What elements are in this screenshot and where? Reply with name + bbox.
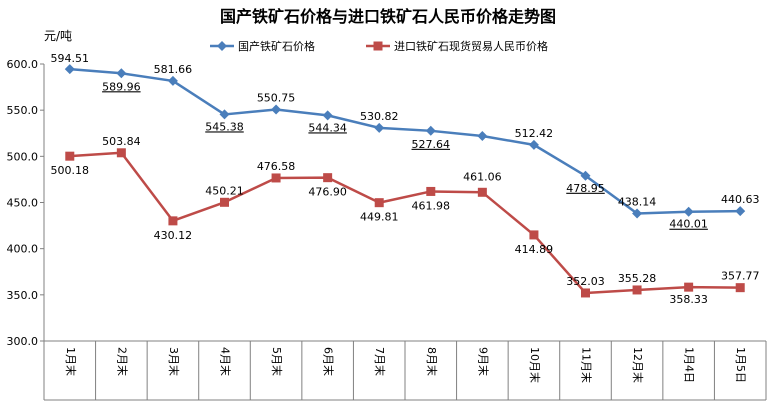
legend-label: 国产铁矿石价格 bbox=[238, 39, 315, 53]
x-tick-label: 1月末 bbox=[64, 347, 78, 376]
data-label: 594.51 bbox=[51, 52, 90, 65]
data-point bbox=[684, 282, 694, 292]
axes: 300.0 350.0 400.0 450.0 500.0 550.0 600.0 1月末 2月… bbox=[7, 58, 767, 401]
y-tick-label: 400.0 bbox=[7, 243, 39, 256]
series-2: 500.18 503.84 430.12 450.21 476.58 476.90 449.… bbox=[51, 135, 760, 306]
series-1: 594.51 589.96 581.66 545.38 550.75 544.34 530.… bbox=[51, 52, 760, 231]
data-point bbox=[65, 151, 75, 161]
data-label: 461.06 bbox=[463, 170, 502, 183]
data-point bbox=[735, 206, 746, 217]
data-label: 589.96 bbox=[102, 80, 141, 93]
data-label: 357.77 bbox=[721, 270, 760, 283]
x-tick-label: 7月末 bbox=[373, 347, 387, 376]
data-point bbox=[374, 198, 384, 208]
y-tick-label: 450.0 bbox=[7, 197, 39, 210]
legend: 国产铁矿石价格 进口铁矿石现货贸易人民币价格 bbox=[210, 39, 548, 53]
data-label: 544.34 bbox=[308, 121, 347, 134]
legend-item-2: 进口铁矿石现货贸易人民币价格 bbox=[366, 39, 548, 53]
x-tick-label: 6月末 bbox=[322, 347, 336, 376]
data-point bbox=[632, 208, 643, 219]
chart-title: 国产铁矿石价格与进口铁矿石人民币价格走势图 bbox=[220, 7, 556, 26]
data-point bbox=[581, 288, 590, 298]
y-tick-label: 300.0 bbox=[7, 335, 39, 348]
data-point bbox=[477, 187, 487, 197]
data-label: 414.89 bbox=[515, 243, 554, 256]
x-tick-label: 2月末 bbox=[115, 347, 129, 376]
data-label: 550.75 bbox=[257, 91, 296, 104]
series-line bbox=[69, 67, 741, 215]
legend-item-1: 国产铁矿石价格 bbox=[210, 39, 315, 53]
data-point bbox=[425, 125, 436, 136]
data-label: 503.84 bbox=[102, 135, 141, 148]
x-tick-label: 10月末 bbox=[528, 347, 542, 383]
x-tick-label: 9月末 bbox=[476, 347, 490, 376]
y-tick-label: 550.0 bbox=[7, 104, 39, 117]
data-label: 358.33 bbox=[669, 293, 708, 306]
data-point bbox=[167, 75, 178, 86]
y-tick-label: 350.0 bbox=[7, 289, 39, 302]
y-tick-label: 600.0 bbox=[7, 58, 39, 71]
series-layer: 594.51 589.96 581.66 545.38 550.75 544.34 530.… bbox=[51, 52, 760, 306]
data-point bbox=[735, 283, 745, 293]
x-tick-label: 11月末 bbox=[580, 347, 594, 383]
x-tick-label: 4月末 bbox=[219, 347, 233, 376]
data-point bbox=[580, 170, 591, 181]
data-label: 430.12 bbox=[154, 229, 193, 242]
data-label: 449.81 bbox=[360, 211, 399, 224]
data-point bbox=[271, 173, 281, 183]
data-label: 450.21 bbox=[205, 184, 244, 197]
data-label: 440.63 bbox=[721, 193, 760, 206]
data-label: 527.64 bbox=[412, 138, 451, 151]
data-label: 352.03 bbox=[566, 275, 605, 288]
data-point bbox=[271, 104, 282, 115]
data-label: 581.66 bbox=[154, 63, 193, 76]
x-tick-label: 5月末 bbox=[270, 347, 284, 376]
legend-marker bbox=[373, 41, 383, 51]
data-label: 461.98 bbox=[412, 199, 451, 212]
data-point bbox=[116, 68, 127, 79]
x-tick-label: 1月5日 bbox=[734, 347, 747, 383]
x-tick-label: 8月末 bbox=[425, 347, 439, 376]
data-point bbox=[219, 109, 230, 120]
data-point bbox=[323, 173, 333, 183]
x-tick-label: 3月末 bbox=[167, 347, 181, 376]
data-point bbox=[220, 197, 229, 207]
data-point bbox=[168, 216, 178, 226]
data-point bbox=[116, 148, 126, 158]
data-label: 476.58 bbox=[257, 160, 296, 173]
data-point bbox=[64, 64, 75, 75]
data-point bbox=[529, 230, 539, 240]
data-point bbox=[426, 186, 436, 196]
data-label: 512.42 bbox=[515, 127, 554, 140]
y-tick-label: 500.0 bbox=[7, 150, 39, 163]
data-label: 500.18 bbox=[51, 164, 90, 177]
x-tick-label: 12月末 bbox=[631, 347, 645, 383]
data-point bbox=[322, 110, 333, 121]
data-label: 545.38 bbox=[205, 120, 244, 133]
x-tick-label: 1月4日 bbox=[683, 347, 696, 383]
data-label: 530.82 bbox=[360, 110, 399, 123]
y-axis-unit: 元/吨 bbox=[44, 29, 72, 43]
legend-label: 进口铁矿石现货贸易人民币价格 bbox=[394, 39, 548, 53]
data-point bbox=[683, 206, 694, 217]
legend-marker bbox=[217, 41, 227, 51]
data-point bbox=[477, 131, 488, 142]
data-point bbox=[528, 139, 539, 150]
data-point bbox=[632, 285, 642, 295]
series-line bbox=[69, 151, 741, 295]
data-label: 476.90 bbox=[308, 186, 347, 199]
data-label: 438.14 bbox=[618, 195, 657, 208]
data-label: 478.95 bbox=[566, 182, 605, 195]
data-point bbox=[374, 122, 385, 133]
data-label: 440.01 bbox=[669, 218, 708, 231]
data-label: 355.28 bbox=[618, 272, 657, 285]
